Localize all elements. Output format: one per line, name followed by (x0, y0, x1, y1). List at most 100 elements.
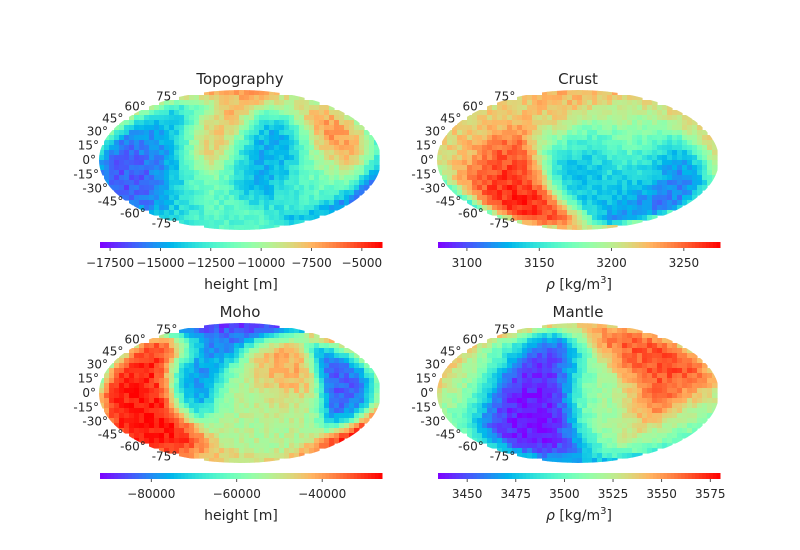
heatmap-cell (319, 190, 325, 196)
heatmap-cell (369, 145, 375, 151)
heatmap-cell (319, 180, 325, 186)
heatmap-cell (339, 115, 345, 121)
heatmap-cell (612, 185, 618, 191)
heatmap-cell (687, 413, 693, 419)
heatmap-cell (324, 130, 330, 136)
heatmap-cell (562, 165, 568, 171)
heatmap-cell (497, 388, 503, 394)
colorbar-segment (571, 242, 576, 248)
heatmap-cell (174, 428, 180, 434)
heatmap-cell (692, 373, 698, 379)
heatmap-cell (249, 433, 255, 439)
heatmap-cell (294, 433, 300, 439)
heatmap-cell (334, 348, 340, 354)
heatmap-cell (249, 135, 255, 141)
heatmap-cell (154, 383, 160, 389)
colorbar-tick-label: −17500 (86, 256, 134, 270)
colorbar-segment (656, 242, 661, 248)
heatmap-cell (477, 353, 483, 359)
heatmap-cell (687, 398, 693, 404)
heatmap-cell (284, 130, 290, 136)
heatmap-cell (522, 95, 528, 101)
heatmap-cell (702, 130, 708, 136)
heatmap-cell (677, 125, 683, 131)
heatmap-cell (299, 145, 305, 151)
heatmap-cell (154, 190, 160, 196)
heatmap-cell (284, 220, 290, 226)
heatmap-cell (542, 90, 548, 96)
heatmap-cell (274, 160, 280, 166)
heatmap-cell (224, 368, 230, 374)
heatmap-cell (359, 423, 365, 429)
heatmap-cell (682, 358, 688, 364)
colorbar-segment (501, 242, 506, 248)
heatmap-cell (204, 388, 210, 394)
colorbar-segment (177, 242, 182, 248)
heatmap-cell (149, 358, 155, 364)
heatmap-cell (527, 343, 533, 349)
heatmap-cell (602, 338, 608, 344)
heatmap-cell (209, 328, 215, 334)
heatmap-cell (687, 175, 693, 181)
heatmap-cell (607, 373, 613, 379)
heatmap-cell (319, 115, 325, 121)
heatmap-cell (169, 368, 175, 374)
heatmap-cell (174, 448, 180, 454)
heatmap-cell (492, 378, 498, 384)
heatmap-cell (354, 160, 360, 166)
heatmap-cell (264, 358, 270, 364)
heatmap-cell (582, 90, 588, 96)
heatmap-cell (369, 140, 375, 146)
heatmap-cell (647, 140, 653, 146)
heatmap-cell (134, 155, 140, 161)
heatmap-cell (259, 110, 265, 116)
colorbar-segment (293, 473, 298, 479)
heatmap-cell (154, 373, 160, 379)
heatmap-cell (324, 110, 330, 116)
heatmap-cell (304, 140, 310, 146)
heatmap-cell (199, 373, 205, 379)
colorbar-segment (452, 242, 457, 248)
heatmap-cell (324, 348, 330, 354)
heatmap-cell (527, 135, 533, 141)
heatmap-cell (104, 150, 110, 156)
heatmap-cell (209, 393, 215, 399)
heatmap-cell (462, 353, 468, 359)
heatmap-cell (324, 120, 330, 126)
heatmap-cell (677, 358, 683, 364)
heatmap-cell (552, 90, 558, 96)
heatmap-cell (249, 140, 255, 146)
heatmap-cell (279, 215, 285, 221)
heatmap-cell (259, 115, 265, 121)
heatmap-cell (627, 160, 633, 166)
heatmap-cell (542, 225, 548, 230)
colorbar-segment (251, 242, 256, 248)
heatmap-cell (702, 135, 708, 141)
heatmap-cell (139, 418, 145, 424)
heatmap-cell (707, 170, 713, 176)
heatmap-cell (447, 363, 453, 369)
heatmap-cell (557, 160, 563, 166)
heatmap-cell (264, 110, 270, 116)
heatmap-cell (592, 205, 598, 211)
colorbar-segment (325, 473, 330, 479)
heatmap-cell (497, 130, 503, 136)
heatmap-cell (199, 418, 205, 424)
heatmap-cell (532, 353, 538, 359)
heatmap-cell (169, 373, 175, 379)
heatmap-cell (532, 403, 538, 409)
heatmap-cell (512, 338, 518, 344)
heatmap-cell (542, 180, 548, 186)
heatmap-cell (647, 195, 653, 201)
heatmap-cell (677, 388, 683, 394)
heatmap-cell (339, 358, 345, 364)
heatmap-cell (309, 408, 315, 414)
heatmap-cell (249, 353, 255, 359)
heatmap-cell (582, 408, 588, 414)
heatmap-cell (657, 165, 663, 171)
heatmap-cell (349, 120, 355, 126)
heatmap-cell (572, 338, 578, 344)
heatmap-cell (284, 115, 290, 121)
heatmap-cell (129, 185, 135, 191)
heatmap-cell (234, 338, 240, 344)
